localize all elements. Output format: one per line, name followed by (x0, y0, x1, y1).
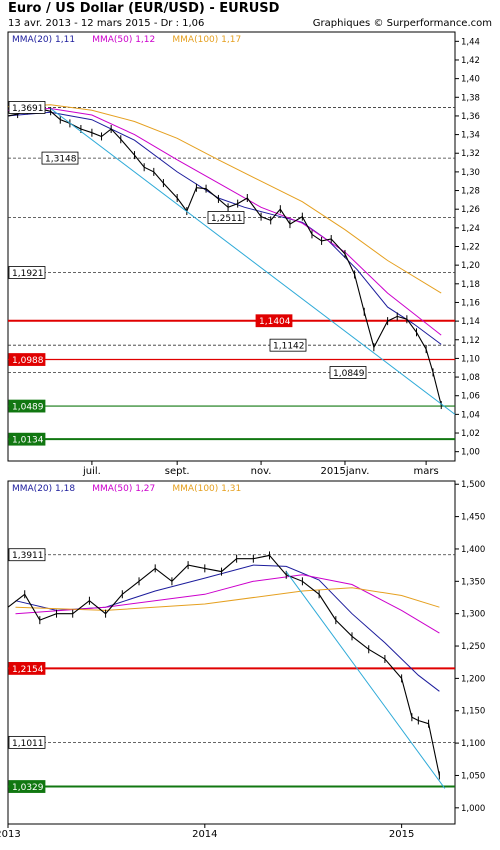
weekly-ytick-label: 1,500 (461, 480, 485, 490)
daily-ytick-label: 1,24 (461, 224, 480, 234)
daily-ytick-label: 1,34 (461, 131, 480, 141)
daily-ytick-label: 1,36 (461, 112, 480, 122)
daily-level-label-box (269, 338, 307, 352)
weekly-level-label-box (8, 662, 46, 675)
daily-level-label-box (8, 266, 46, 279)
daily-level-label: 1,3148 (45, 155, 77, 165)
weekly-plot-frame (7, 480, 456, 825)
weekly-ytick-label: 1,400 (461, 545, 485, 555)
daily-ytick-label: 1,18 (461, 280, 480, 290)
daily-ytick-label: 1,06 (461, 392, 480, 402)
daily-level-label-box (207, 211, 245, 224)
weekly-trend-line (285, 571, 446, 789)
daily-ytick-label: 1,20 (461, 261, 480, 271)
weekly-xtick-label: 2014 (192, 829, 217, 840)
daily-ytick-label: 1,04 (461, 410, 480, 420)
daily-ytick-label: 1,30 (461, 168, 480, 178)
daily-xtick-label: nov. (251, 466, 272, 477)
daily-legend-entry: MMA(100) 1,17 (172, 35, 241, 45)
daily-ytick-label: 1,16 (461, 298, 480, 308)
daily-level-label-box (8, 353, 46, 366)
weekly-ytick-label: 1,250 (461, 642, 485, 652)
daily-xtick-label: 2015janv. (320, 466, 369, 477)
weekly-legend-entry: MMA(100) 1,31 (172, 484, 241, 494)
daily-level-label: 1,0988 (12, 356, 44, 366)
weekly-ytick-label: 1,050 (461, 771, 485, 781)
daily-level-label-box (255, 314, 293, 328)
daily-level-label-box (8, 399, 46, 413)
chart-credit: Graphiques © Surperformance.com (312, 18, 492, 29)
daily-xtick-label: juil. (82, 466, 101, 477)
daily-level-label-box (8, 432, 46, 446)
daily-mma100-line (7, 104, 442, 294)
daily-trend-line (50, 108, 456, 415)
weekly-level-label: 1,2154 (12, 665, 44, 675)
daily-plot-frame (7, 31, 456, 462)
daily-ytick-label: 1,22 (461, 243, 480, 253)
weekly-ytick-label: 1,100 (461, 739, 485, 749)
daily-level-label: 1,0134 (12, 436, 44, 446)
daily-ytick-label: 1,40 (461, 75, 480, 85)
weekly-ytick-label: 1,000 (461, 804, 485, 814)
weekly-xtick-label: 2013 (0, 829, 21, 840)
daily-level-label: 1,0849 (333, 369, 365, 379)
weekly-level-label: 1,0329 (12, 783, 44, 793)
daily-ytick-label: 1,00 (461, 448, 480, 458)
daily-ytick-label: 1,26 (461, 205, 480, 215)
daily-ytick-label: 1,08 (461, 373, 480, 383)
weekly-mma50-line (15, 574, 440, 634)
daily-ytick-label: 1,12 (461, 336, 480, 346)
weekly-xtick-label: 2015 (389, 829, 414, 840)
daily-chart: 1,00 1,02 1,04 1,06 1,08 1,10 1,12 1,14 1,16 1,18… (7, 31, 480, 477)
weekly-level-label-box (8, 780, 46, 793)
daily-legend-entry: MMA(50) 1,12 (92, 35, 155, 45)
weekly-level-label: 1,3911 (12, 551, 44, 561)
daily-level-label: 1,3691 (12, 104, 44, 114)
weekly-level-label-box (8, 548, 46, 562)
weekly-ytick-label: 1,350 (461, 577, 485, 587)
daily-ytick-label: 1,10 (461, 354, 480, 364)
daily-ytick-label: 1,44 (461, 37, 480, 47)
daily-level-label: 1,2511 (211, 214, 243, 224)
daily-level-label-box (41, 151, 79, 165)
daily-ytick-label: 1,14 (461, 317, 480, 327)
daily-level-label-box (8, 101, 46, 114)
weekly-chart: 1,000 1,050 1,100 1,150 1,200 1,250 1,300 1,350… (0, 480, 485, 840)
daily-level-label-box (329, 366, 367, 379)
daily-ytick-label: 1,42 (461, 56, 480, 66)
weekly-ytick-label: 1,200 (461, 674, 485, 684)
daily-level-label: 1,1142 (273, 342, 305, 352)
weekly-legend-entry: MMA(20) 1,18 (12, 484, 75, 494)
daily-level-label: 1,0489 (12, 403, 44, 413)
daily-ytick-label: 1,32 (461, 149, 480, 159)
daily-legend-entry: MMA(20) 1,11 (12, 35, 75, 45)
weekly-legend-entry: MMA(50) 1,27 (92, 484, 155, 494)
daily-mma20-line (7, 111, 442, 345)
daily-xtick-label: sept. (165, 466, 190, 477)
daily-ytick-label: 1,02 (461, 429, 480, 439)
weekly-level-label-box (8, 735, 46, 749)
weekly-ytick-label: 1,450 (461, 513, 485, 523)
daily-ytick-label: 1,28 (461, 187, 480, 197)
daily-xtick-label: mars (414, 466, 439, 477)
daily-level-label: 1,1404 (259, 317, 291, 327)
weekly-ytick-label: 1,300 (461, 610, 485, 620)
weekly-level-label: 1,1011 (12, 739, 44, 749)
chart-title: Euro / US Dollar (EUR/USD) - EURUSD (8, 1, 280, 16)
chart-subtitle: 13 avr. 2013 - 12 mars 2015 - Dr : 1,06 (8, 18, 205, 29)
daily-ytick-label: 1,38 (461, 93, 480, 103)
weekly-ytick-label: 1,150 (461, 707, 485, 717)
daily-mma50-line (7, 107, 442, 336)
daily-level-label: 1,1921 (12, 269, 44, 279)
